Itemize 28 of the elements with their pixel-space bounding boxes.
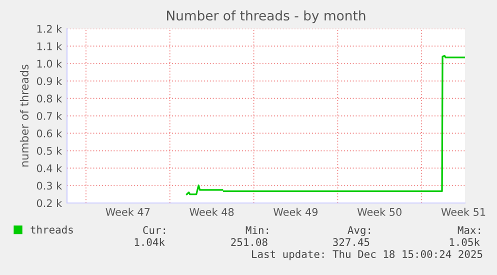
text: Max:	[458, 226, 480, 234]
y-tick-label: 0.3 k	[36, 182, 62, 190]
text: 1.04k	[134, 238, 165, 246]
legend-label: threads	[30, 226, 73, 234]
y-tick-label: 0.5 k	[36, 146, 62, 155]
y-axis-title: number of threads	[20, 64, 29, 167]
x-tick-label: Week 48	[190, 208, 234, 216]
text: 251.08	[231, 238, 268, 246]
y-tick-label: 0.6 k	[36, 129, 62, 138]
text: Last update: Thu Dec 18 15:00:24 2025	[252, 250, 482, 260]
y-tick-label: 0.4 k	[36, 164, 62, 172]
x-tick-label: Week 50	[357, 208, 402, 216]
text: Avg:	[348, 226, 370, 236]
y-tick-label: 0.8 k	[36, 94, 62, 103]
y-tick-label: 1.0 k	[37, 60, 62, 68]
y-tick-label: 1.2 k	[37, 24, 62, 33]
y-tick-label: 0.9 k	[36, 77, 62, 86]
y-tick-label: 0.2 k	[36, 199, 62, 208]
y-tick-label: 1.1 k	[37, 42, 62, 50]
chart-title: Number of threads - by month	[167, 10, 366, 24]
text: Cur:	[143, 226, 166, 234]
text: 1.05k	[450, 238, 480, 246]
x-tick-label: Week 51	[441, 208, 486, 216]
y-tick-label: 0.7 k	[36, 112, 62, 120]
x-tick-label: Week 47	[106, 208, 150, 216]
text: 327.45	[333, 238, 370, 246]
x-tick-label: Week 49	[274, 208, 318, 216]
text: Min:	[246, 226, 268, 234]
